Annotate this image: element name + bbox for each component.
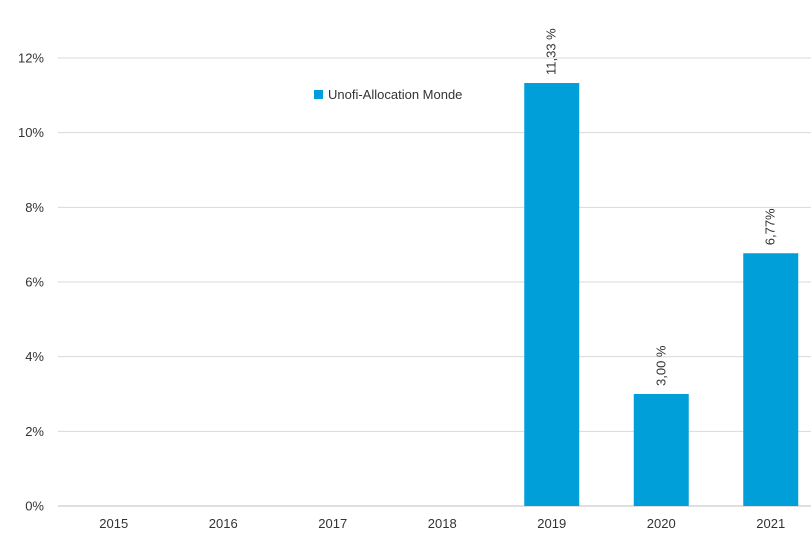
data-label-2020: 3,00 %	[653, 345, 668, 386]
y-tick-label: 0%	[25, 499, 44, 514]
bar-2019	[524, 83, 580, 506]
legend-label: Unofi-Allocation Monde	[328, 87, 462, 102]
x-tick-label: 2017	[318, 516, 347, 531]
x-axis-tick-labels: 2015 2016 2017 2018 2019 2020 2021	[99, 516, 785, 531]
data-label-2019: 11,33 %	[544, 28, 559, 75]
x-tick-label: 2016	[209, 516, 238, 531]
y-axis-tick-labels: 0% 2% 4% 6% 8% 10% 12%	[18, 51, 44, 514]
y-tick-label: 6%	[25, 275, 44, 290]
legend-swatch	[314, 90, 323, 99]
bar-2020	[633, 394, 689, 506]
bars	[524, 83, 799, 506]
y-tick-label: 10%	[18, 125, 44, 140]
bar-2021	[743, 253, 799, 506]
gridlines	[58, 57, 811, 507]
y-tick-label: 2%	[25, 424, 44, 439]
data-label-2021: 6,77%	[763, 208, 778, 245]
x-tick-label: 2018	[428, 516, 457, 531]
y-tick-label: 12%	[18, 51, 44, 66]
legend: Unofi-Allocation Monde	[314, 87, 462, 102]
data-labels: 11,33 % 3,00 % 6,77%	[544, 28, 778, 386]
x-tick-label: 2021	[756, 516, 785, 531]
x-tick-label: 2020	[647, 516, 676, 531]
x-tick-label: 2015	[99, 516, 128, 531]
y-tick-label: 4%	[25, 349, 44, 364]
y-tick-label: 8%	[25, 200, 44, 215]
x-tick-label: 2019	[537, 516, 566, 531]
